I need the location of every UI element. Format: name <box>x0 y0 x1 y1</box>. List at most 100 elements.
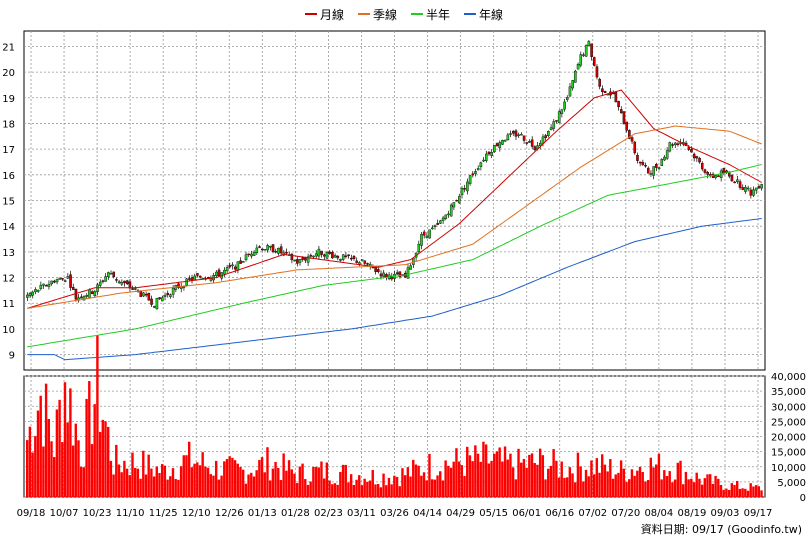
candle-body <box>490 152 493 156</box>
x-tick-label: 11/25 <box>149 508 178 519</box>
candle-body <box>63 280 67 282</box>
y-tick-label-volume: 5,000 <box>777 478 806 489</box>
candle-body <box>112 271 116 278</box>
volume-bar <box>439 471 442 497</box>
volume-bar <box>706 474 709 497</box>
candle-body <box>131 288 134 290</box>
volume-bar <box>347 482 350 497</box>
candle-body <box>61 278 64 280</box>
candle-body <box>455 199 458 202</box>
candle-body <box>425 235 429 238</box>
y-tick-label-volume: 20,000 <box>771 433 806 444</box>
volume-bar <box>298 466 302 497</box>
candle-body <box>590 43 593 57</box>
volume-bar <box>171 468 175 497</box>
candle-body <box>196 273 199 276</box>
volume-bar <box>760 490 763 497</box>
x-tick-label: 10/07 <box>50 508 79 519</box>
candle-body <box>233 266 237 270</box>
candle-body <box>649 173 653 175</box>
candle-body <box>744 187 747 192</box>
volume-bar <box>366 481 369 497</box>
candle-body <box>258 246 261 248</box>
y-tick-label-volume: 10,000 <box>771 463 806 474</box>
volume-bar <box>636 470 639 497</box>
candle-body <box>520 133 523 136</box>
candle-body <box>657 167 661 169</box>
candle-body <box>293 259 296 262</box>
volume-bar <box>555 460 558 497</box>
candle-body <box>350 257 353 260</box>
volume-bar <box>293 473 296 497</box>
volume-bar <box>511 467 515 497</box>
candle-body <box>260 248 264 251</box>
volume-bar <box>274 461 277 497</box>
candle-body <box>266 245 269 251</box>
candle-body <box>312 255 315 258</box>
y-tick-label-price: 18 <box>2 119 15 130</box>
volume-bar <box>320 461 323 497</box>
volume-bar <box>490 460 493 497</box>
volume-bar <box>71 445 75 497</box>
volume-bar <box>393 475 396 497</box>
candle-body <box>53 280 56 283</box>
candle-body <box>36 289 40 292</box>
volume-bar <box>730 483 734 497</box>
volume-bar <box>619 460 623 497</box>
volume-bar <box>150 468 153 497</box>
volume-bar <box>547 468 550 497</box>
candle-body <box>363 260 367 264</box>
volume-bar <box>136 468 140 497</box>
y-tick-label-volume: 15,000 <box>771 448 806 459</box>
candle-body <box>730 175 734 182</box>
candle-body <box>646 167 650 174</box>
candle-body <box>601 88 604 92</box>
candle-body <box>98 281 102 286</box>
legend-label-half-year: 半年 <box>426 7 451 22</box>
candle-body <box>514 130 518 137</box>
volume-bar <box>77 440 80 497</box>
volume-bar <box>260 457 264 497</box>
candle-body <box>431 227 434 230</box>
volume-bar <box>258 459 261 497</box>
volume-bar <box>528 454 531 497</box>
candle-body <box>738 181 742 188</box>
candle-body <box>290 253 294 261</box>
candle-body <box>193 275 197 280</box>
volume-bar <box>714 475 717 497</box>
candle-body <box>641 162 645 165</box>
volume-bar <box>571 473 574 497</box>
candle-body <box>185 278 188 286</box>
candle-body <box>301 257 304 260</box>
candle-body <box>633 141 637 154</box>
candle-body <box>190 277 194 281</box>
candle-body <box>530 139 534 147</box>
candle-body <box>344 255 348 258</box>
volume-bar <box>574 482 577 497</box>
volume-bar <box>617 472 620 497</box>
candle-body <box>617 100 620 108</box>
volume-bar <box>285 470 288 497</box>
candle-body <box>700 163 704 170</box>
volume-bar <box>355 479 358 497</box>
volume-bar <box>152 476 156 497</box>
candle-body <box>28 293 32 297</box>
volume-bar <box>482 441 485 497</box>
candle-body <box>336 255 340 259</box>
volume-bar <box>139 478 142 497</box>
x-tick-label: 08/04 <box>644 508 673 519</box>
volume-bar <box>144 474 148 497</box>
candle-body <box>377 269 380 273</box>
candle-body <box>80 296 83 299</box>
candle-body <box>655 164 658 168</box>
candle-body <box>555 120 558 122</box>
volume-bar <box>106 426 110 497</box>
volume-bar <box>214 460 218 497</box>
candle-body <box>304 257 307 261</box>
volume-bar <box>241 469 245 497</box>
legend-swatch-half-year <box>411 13 423 15</box>
candle-body <box>58 277 62 280</box>
x-tick-label: 01/28 <box>281 508 310 519</box>
x-tick-label: 10/23 <box>83 508 112 519</box>
volume-bar <box>395 476 399 497</box>
